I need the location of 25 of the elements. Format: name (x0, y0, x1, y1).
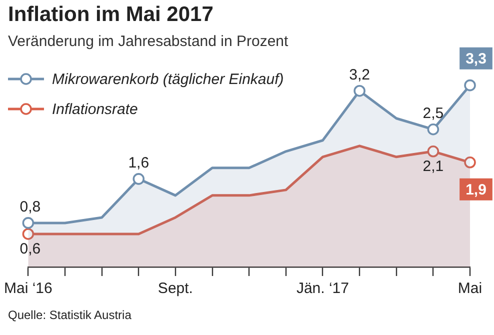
data-label: 0,8 (20, 198, 41, 216)
data-label: 1,9 (466, 182, 486, 199)
point (464, 156, 476, 168)
point (132, 173, 145, 185)
data-label: 3,3 (466, 50, 486, 68)
x-tick-label: Sept. (158, 280, 193, 298)
point (22, 228, 34, 240)
x-tick-label: Mai ‘16 (4, 280, 52, 298)
data-label: 2,5 (422, 105, 444, 122)
point (427, 145, 440, 158)
legend-label: Mikrowarenkorb (täglicher Einkauf) (52, 70, 284, 88)
point (354, 84, 366, 97)
data-label: 2,1 (422, 158, 444, 176)
x-tick-label: Mai (458, 280, 482, 298)
data-label: 1,6 (128, 154, 150, 172)
data-label: 0,6 (20, 240, 41, 258)
chart-subtitle: Veränderung im Jahresabstand in Prozent (8, 33, 288, 50)
point (464, 79, 476, 92)
x-tick-label: Jän. ‘17 (296, 280, 349, 298)
point (427, 123, 440, 136)
point (22, 217, 34, 229)
chart-title: Inflation im Mai 2017 (8, 3, 214, 27)
data-label: 3,2 (349, 66, 370, 84)
source-note: Quelle: Statistik Austria (8, 308, 132, 322)
legend-label: Inflationsrate (52, 100, 138, 118)
